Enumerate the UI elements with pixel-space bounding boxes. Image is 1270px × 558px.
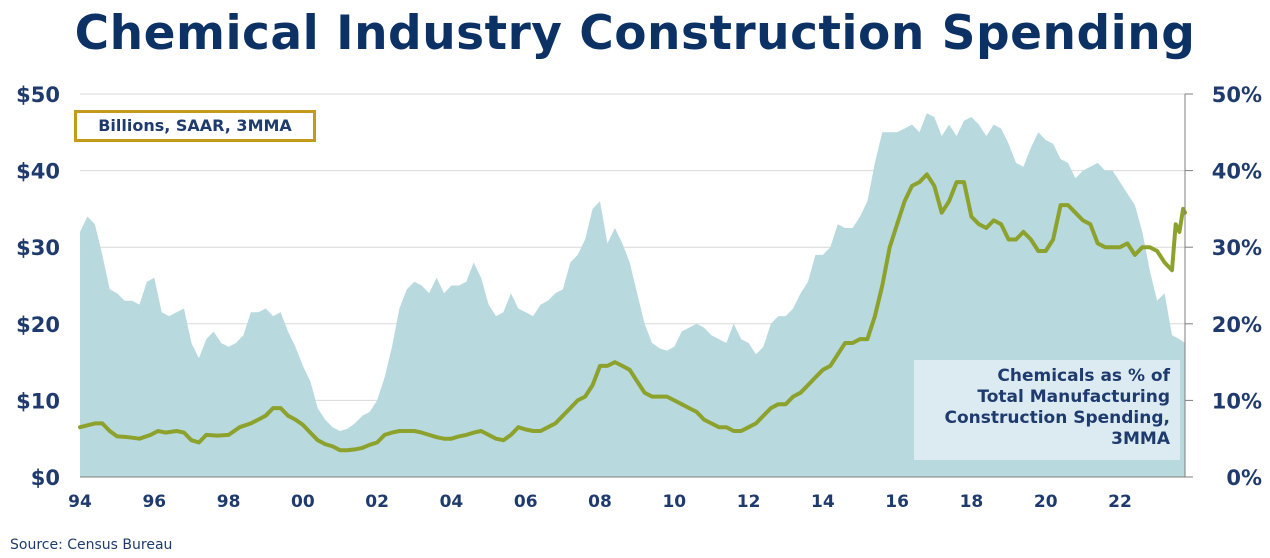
x-tick: 10 — [662, 492, 686, 512]
series-line-construction-spending — [78, 172, 1187, 453]
x-tick: 20 — [1034, 492, 1058, 512]
tick-labels: $0 $10 $20 $30 $40 $50 0% 10% 20% 30% 40% 50% 94 96 98… — [16, 83, 1262, 512]
axes — [80, 93, 1193, 478]
area-series-label-line: 3MMA — [1111, 429, 1170, 449]
source-note: Source: Census Bureau — [10, 537, 173, 553]
x-tick: 08 — [588, 492, 612, 512]
y-tick-right: 40% — [1212, 160, 1262, 184]
y-tick-right: 20% — [1212, 313, 1262, 337]
y-tick-left: $10 — [16, 389, 60, 413]
x-tick: 14 — [811, 492, 835, 512]
y-tick-left: $40 — [16, 160, 60, 184]
x-tick: 22 — [1108, 492, 1132, 512]
x-tick: 16 — [885, 492, 909, 512]
chart-title: Chemical Industry Construction Spending — [74, 6, 1196, 61]
series-area-chemicals-share — [80, 113, 1185, 477]
y-tick-right: 50% — [1212, 83, 1262, 107]
y-tick-left: $30 — [16, 236, 60, 260]
units-label: Billions, SAAR, 3MMA — [74, 110, 316, 142]
y-tick-left: $20 — [16, 313, 60, 337]
area-series-label: Chemicals as % of Total Manufacturing Co… — [914, 360, 1180, 460]
x-tick: 06 — [514, 492, 538, 512]
x-tick: 00 — [291, 492, 315, 512]
x-tick: 94 — [68, 492, 92, 512]
y-tick-right: 30% — [1212, 236, 1262, 260]
x-tick: 98 — [217, 492, 241, 512]
x-tick: 04 — [440, 492, 464, 512]
y-tick-left: $50 — [16, 83, 60, 107]
area-series-label-line: Construction Spending, — [944, 408, 1171, 428]
area-series-label-line: Total Manufacturing — [977, 387, 1170, 407]
area-layer — [80, 113, 1185, 477]
y-tick-left: $0 — [31, 466, 60, 490]
line-layer — [78, 172, 1187, 453]
y-tick-right: 10% — [1212, 389, 1262, 413]
x-tick: 18 — [960, 492, 984, 512]
x-tick: 02 — [365, 492, 389, 512]
x-tick: 96 — [142, 492, 166, 512]
area-series-label-line: Chemicals as % of — [997, 366, 1170, 386]
x-tick: 12 — [737, 492, 761, 512]
y-tick-right: 0% — [1226, 466, 1262, 490]
